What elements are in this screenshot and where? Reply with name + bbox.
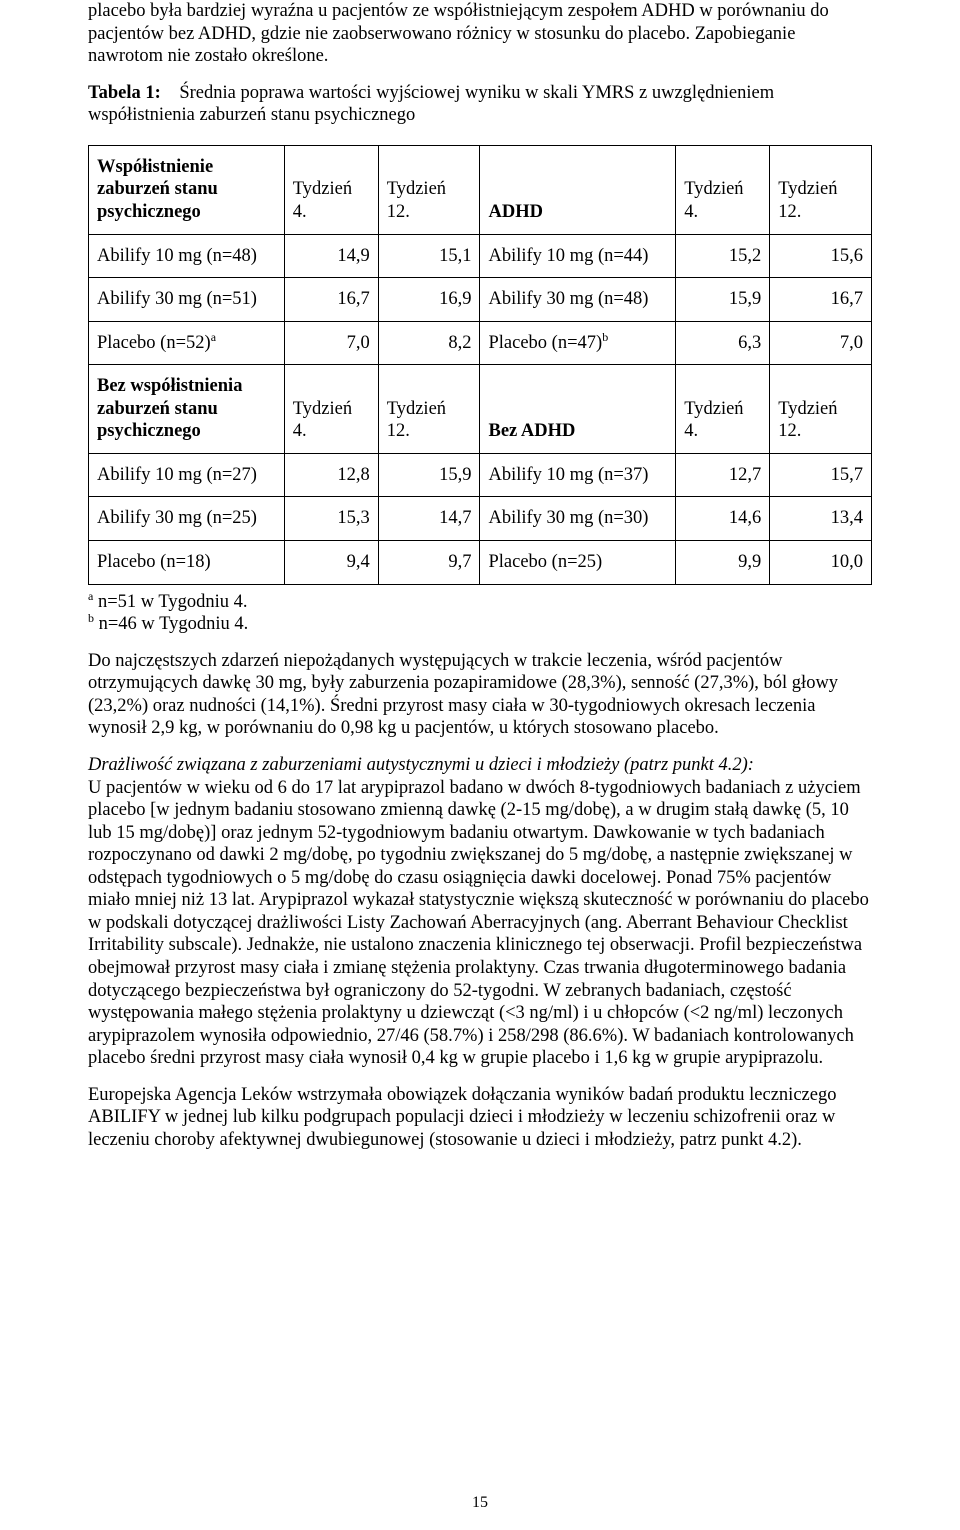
table-cell: 16,7 [770, 278, 872, 322]
table-cell: 15,3 [284, 497, 378, 541]
table-header-cell: Bez współistnienia zaburzeń stanu psychi… [89, 365, 285, 454]
autism-section: Drażliwość związana z zaburzeniami autys… [88, 754, 872, 1070]
table-cell: 9,4 [284, 541, 378, 585]
table-cell: 7,0 [284, 321, 378, 365]
table-header-cell: Tydzień 4. [676, 145, 770, 234]
document-page: placebo była bardziej wyraźna u pacjentó… [0, 0, 960, 1530]
table-header-cell: Tydzień 12. [770, 365, 872, 454]
table-cell: 13,4 [770, 497, 872, 541]
table-caption-lead: Tabela 1: [88, 83, 161, 103]
table-row: Abilify 30 mg (n=51)16,716,9Abilify 30 m… [89, 278, 872, 322]
intro-paragraph: placebo była bardziej wyraźna u pacjentó… [88, 0, 872, 68]
table-row: Placebo (n=52)a7,08,2Placebo (n=47)b6,37… [89, 321, 872, 365]
adverse-events-paragraph: Do najczęstszych zdarzeń niepożądanych w… [88, 650, 872, 740]
table-cell: 12,8 [284, 453, 378, 497]
table-cell: Abilify 10 mg (n=48) [89, 234, 285, 278]
table-cell: Abilify 10 mg (n=27) [89, 453, 285, 497]
table-cell: 15,1 [378, 234, 480, 278]
table-header-cell: Tydzień 12. [770, 145, 872, 234]
page-number: 15 [0, 1494, 960, 1512]
ymrs-table: Współistnienie zaburzeń stanu psychiczne… [88, 145, 872, 585]
table-body: Współistnienie zaburzeń stanu psychiczne… [89, 145, 872, 584]
table-cell: 6,3 [676, 321, 770, 365]
ema-paragraph: Europejska Agencja Leków wstrzymała obow… [88, 1084, 872, 1152]
table-header-row: Bez współistnienia zaburzeń stanu psychi… [89, 365, 872, 454]
table-header-cell: Bez ADHD [480, 365, 676, 454]
table-cell: 14,7 [378, 497, 480, 541]
table-cell: Abilify 10 mg (n=37) [480, 453, 676, 497]
table-cell: 14,6 [676, 497, 770, 541]
table-cell: Abilify 30 mg (n=25) [89, 497, 285, 541]
table-cell: Abilify 30 mg (n=30) [480, 497, 676, 541]
table-header-cell: Tydzień 4. [284, 145, 378, 234]
table-cell: 15,9 [378, 453, 480, 497]
table-header-cell: Tydzień 4. [676, 365, 770, 454]
table-row: Abilify 10 mg (n=48)14,915,1Abilify 10 m… [89, 234, 872, 278]
table-cell: Placebo (n=25) [480, 541, 676, 585]
table-cell: Abilify 30 mg (n=51) [89, 278, 285, 322]
table-cell: 15,2 [676, 234, 770, 278]
table-cell: Placebo (n=52)a [89, 321, 285, 365]
table-footnotes: a n=51 w Tygodniu 4. b n=46 w Tygodniu 4… [88, 591, 872, 636]
table-header-cell: ADHD [480, 145, 676, 234]
table-row: Abilify 10 mg (n=27)12,815,9Abilify 10 m… [89, 453, 872, 497]
table-row: Abilify 30 mg (n=25)15,314,7Abilify 30 m… [89, 497, 872, 541]
table-cell: 15,6 [770, 234, 872, 278]
table-cell: 12,7 [676, 453, 770, 497]
table-cell: 15,9 [676, 278, 770, 322]
table-cell: Abilify 30 mg (n=48) [480, 278, 676, 322]
table-cell: 7,0 [770, 321, 872, 365]
table-cell: 10,0 [770, 541, 872, 585]
table-cell: 14,9 [284, 234, 378, 278]
table-caption-text: Średnia poprawa wartości wyjściowej wyni… [88, 83, 774, 126]
table-cell: Abilify 10 mg (n=44) [480, 234, 676, 278]
table-cell: 16,9 [378, 278, 480, 322]
table-cell: 9,7 [378, 541, 480, 585]
footnote-b-sup: b [88, 611, 94, 625]
table-header-cell: Współistnienie zaburzeń stanu psychiczne… [89, 145, 285, 234]
footnote-a-text: n=51 w Tygodniu 4. [98, 592, 248, 612]
autism-heading: Drażliwość związana z zaburzeniami autys… [88, 755, 754, 775]
table-cell: 16,7 [284, 278, 378, 322]
table-header-cell: Tydzień 12. [378, 365, 480, 454]
table-header-cell: Tydzień 12. [378, 145, 480, 234]
table-cell: 8,2 [378, 321, 480, 365]
autism-body: U pacjentów w wieku od 6 do 17 lat arypi… [88, 778, 869, 1069]
table-cell: Placebo (n=18) [89, 541, 285, 585]
table-caption: Tabela 1: Średnia poprawa wartości wyjśc… [88, 82, 872, 127]
table-cell: 9,9 [676, 541, 770, 585]
table-cell: Placebo (n=47)b [480, 321, 676, 365]
table-cell: 15,7 [770, 453, 872, 497]
table-header-cell: Tydzień 4. [284, 365, 378, 454]
footnote-b-text: n=46 w Tygodniu 4. [99, 614, 249, 634]
footnote-a-sup: a [88, 588, 93, 602]
table-header-row: Współistnienie zaburzeń stanu psychiczne… [89, 145, 872, 234]
table-row: Placebo (n=18)9,49,7Placebo (n=25)9,910,… [89, 541, 872, 585]
